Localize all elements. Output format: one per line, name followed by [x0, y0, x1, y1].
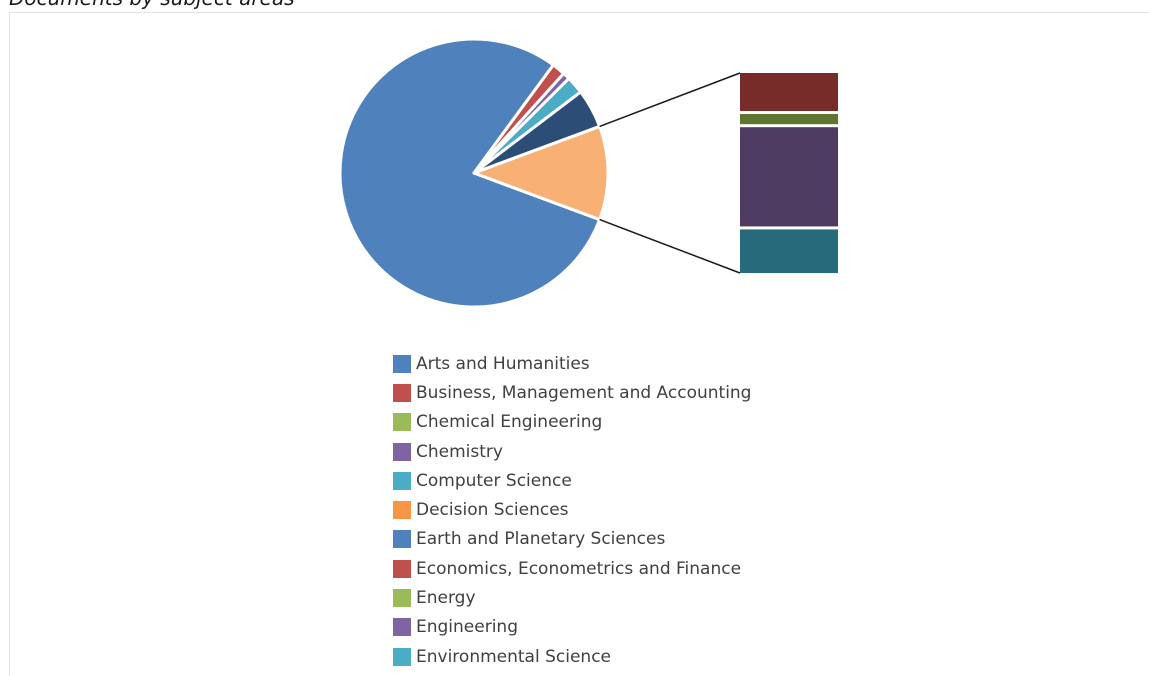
connector-line-top	[599, 72, 741, 128]
legend-item-earth-and-planetary-sciences: Earth and Planetary Sciences	[393, 525, 751, 554]
legend-label: Economics, Econometrics and Finance	[416, 558, 742, 579]
legend-item-energy: Energy	[393, 583, 751, 612]
legend-label: Engineering	[416, 617, 518, 638]
legend-swatch	[393, 501, 411, 520]
breakout-segment-1	[740, 73, 838, 112]
legend-item-engineering: Engineering	[393, 613, 751, 642]
legend-item-economics-econometrics-and-finance: Economics, Econometrics and Finance	[393, 554, 751, 583]
pie-slice-arts-and-humanities	[338, 37, 602, 309]
breakout-segment-2	[740, 114, 838, 125]
legend-label: Computer Science	[416, 470, 572, 491]
pie-slice-decision-sciences	[472, 124, 610, 222]
legend-swatch	[393, 354, 411, 373]
legend-item-chemistry: Chemistry	[393, 437, 751, 466]
breakout-segment-3	[740, 127, 838, 227]
legend-label: Environmental Science	[416, 646, 611, 667]
legend-swatch	[393, 442, 411, 461]
legend-label: Earth and Planetary Sciences	[416, 529, 666, 550]
legend-swatch	[393, 530, 411, 549]
legend-swatch	[393, 383, 411, 402]
legend-swatch	[393, 647, 411, 666]
legend-label: Energy	[416, 588, 476, 609]
legend-label: Arts and Humanities	[416, 353, 590, 374]
legend-swatch	[393, 589, 411, 608]
legend-label: Chemistry	[416, 441, 503, 462]
legend-swatch	[393, 618, 411, 637]
legend-label: Business, Management and Accounting	[416, 382, 752, 403]
chart-legend: Arts and Humanities Business, Management …	[393, 349, 751, 671]
legend-label: Chemical Engineering	[416, 412, 603, 433]
legend-swatch	[393, 413, 411, 432]
chart-panel: Arts and Humanities Business, Management …	[9, 12, 1149, 676]
legend-item-chemical-engineering: Chemical Engineering	[393, 408, 751, 437]
legend-swatch	[393, 559, 411, 578]
legend-label: Decision Sciences	[416, 500, 569, 521]
chart-title: Documents by subject areas *	[9, 0, 311, 10]
legend-item-environmental-science: Environmental Science	[393, 642, 751, 671]
legend-item-decision-sciences: Decision Sciences	[393, 495, 751, 524]
pie-chart	[338, 37, 838, 309]
breakout-segment-4	[740, 229, 838, 273]
legend-item-computer-science: Computer Science	[393, 466, 751, 495]
connector-line-bottom	[599, 218, 741, 274]
legend-swatch	[393, 471, 411, 490]
legend-item-business-management-and-accounting: Business, Management and Accounting	[393, 378, 751, 407]
legend-item-arts-and-humanities: Arts and Humanities	[393, 349, 751, 378]
